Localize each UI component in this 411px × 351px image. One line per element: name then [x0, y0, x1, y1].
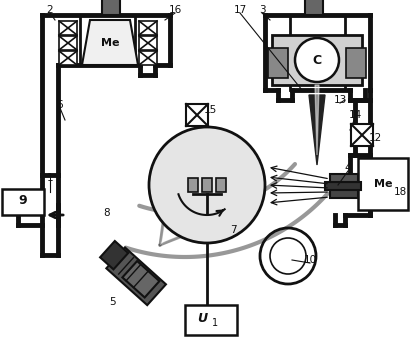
- Bar: [330, 174, 358, 182]
- Bar: [346, 48, 366, 78]
- Polygon shape: [160, 173, 223, 245]
- Text: 1: 1: [47, 173, 53, 183]
- Text: 7: 7: [230, 225, 236, 235]
- Polygon shape: [309, 95, 325, 165]
- Bar: [139, 51, 157, 65]
- Text: 1: 1: [212, 318, 218, 328]
- Bar: [59, 21, 77, 35]
- Text: 14: 14: [349, 110, 362, 120]
- Bar: [358, 158, 408, 210]
- Text: 10: 10: [303, 255, 316, 265]
- Polygon shape: [160, 160, 238, 245]
- Text: Me: Me: [101, 38, 119, 48]
- Bar: [139, 36, 157, 50]
- Text: 16: 16: [169, 5, 182, 15]
- Text: 2: 2: [47, 5, 53, 15]
- Text: 15: 15: [203, 105, 217, 115]
- Bar: [100, 241, 128, 269]
- Text: Me: Me: [374, 179, 392, 189]
- Bar: [351, 124, 373, 146]
- Text: 9: 9: [18, 194, 27, 207]
- Circle shape: [295, 38, 339, 82]
- Text: 6: 6: [57, 100, 63, 110]
- Polygon shape: [82, 20, 138, 65]
- Circle shape: [149, 127, 265, 243]
- Text: 8: 8: [104, 208, 110, 218]
- Text: 17: 17: [233, 5, 247, 15]
- Bar: [325, 182, 361, 190]
- Polygon shape: [315, 85, 319, 155]
- Bar: [106, 247, 166, 305]
- Polygon shape: [160, 183, 209, 245]
- Bar: [268, 48, 288, 78]
- Bar: [102, 0, 120, 15]
- Bar: [216, 178, 226, 192]
- Text: 4: 4: [345, 163, 351, 173]
- Text: 12: 12: [368, 133, 382, 143]
- Text: 13: 13: [333, 95, 346, 105]
- Bar: [305, 0, 323, 15]
- Text: 5: 5: [109, 297, 115, 307]
- Bar: [185, 305, 237, 335]
- Bar: [186, 104, 208, 126]
- Text: 18: 18: [393, 187, 406, 197]
- Bar: [59, 36, 77, 50]
- Text: 3: 3: [259, 5, 266, 15]
- Bar: [2, 189, 44, 215]
- Bar: [330, 182, 358, 198]
- Text: U: U: [197, 311, 207, 325]
- Polygon shape: [160, 179, 215, 245]
- Bar: [122, 261, 159, 298]
- Bar: [202, 178, 212, 192]
- Polygon shape: [160, 166, 231, 245]
- Text: C: C: [312, 53, 321, 66]
- Bar: [188, 178, 198, 192]
- Bar: [139, 21, 157, 35]
- Bar: [272, 35, 362, 85]
- Bar: [59, 51, 77, 65]
